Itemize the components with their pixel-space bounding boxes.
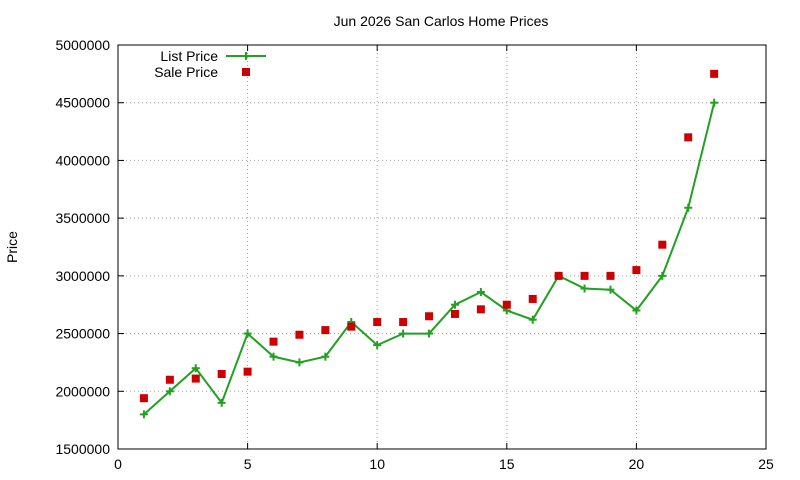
list-price-point xyxy=(217,398,226,407)
x-tick-label: 10 xyxy=(369,456,385,472)
x-tick-label: 5 xyxy=(244,456,252,472)
y-tick-label: 5000000 xyxy=(55,37,110,53)
sale-price-point xyxy=(580,271,589,280)
x-tick-label: 20 xyxy=(629,456,645,472)
y-tick-label: 4000000 xyxy=(55,152,110,168)
sale-price-point xyxy=(269,337,278,346)
sale-price-point xyxy=(554,271,563,280)
sale-price-point xyxy=(321,326,330,335)
grid xyxy=(118,45,766,449)
list-price-point xyxy=(580,284,589,293)
plot-frame xyxy=(117,44,767,450)
sale-price-point xyxy=(373,318,382,327)
x-tick-label: 25 xyxy=(758,456,774,472)
sale-price-point xyxy=(658,240,667,249)
sale-price-point xyxy=(476,305,485,314)
list-price-point xyxy=(295,358,304,367)
y-tick-label: 2000000 xyxy=(55,383,110,399)
list-price-point xyxy=(632,306,641,315)
x-tick-label: 0 xyxy=(114,456,122,472)
list-price-point xyxy=(165,387,174,396)
y-tick-label: 1500000 xyxy=(55,441,110,457)
legend-label: List Price xyxy=(160,48,218,64)
sale-price-point xyxy=(139,394,148,403)
sale-price-point xyxy=(710,69,719,78)
legend-label: Sale Price xyxy=(154,64,218,80)
list-price-point xyxy=(684,203,693,212)
list-price-point xyxy=(191,364,200,373)
list-price-point xyxy=(606,285,615,294)
list-price-point xyxy=(476,288,485,297)
sale-price-point xyxy=(528,294,537,303)
sale-price-point xyxy=(684,133,693,142)
list-price-point xyxy=(710,98,719,107)
sale-price-point xyxy=(399,318,408,327)
chart-title: Jun 2026 San Carlos Home Prices xyxy=(334,13,549,29)
list-price-point xyxy=(450,300,459,309)
y-tick-label: 3500000 xyxy=(55,210,110,226)
list-price-point xyxy=(139,410,148,419)
list-price-point xyxy=(425,329,434,338)
list-price-point xyxy=(373,341,382,350)
series-layer xyxy=(139,69,719,419)
sale-price-point xyxy=(425,312,434,321)
axis-ticks: 0 5 10 15 20 25 1500000 2000000 2500000 3000000 35… xyxy=(55,37,774,472)
legend-square-marker xyxy=(242,68,250,76)
sale-price-point xyxy=(191,374,200,383)
y-tick-label: 4500000 xyxy=(55,95,110,111)
list-price-point xyxy=(321,352,330,361)
series-0 xyxy=(139,98,719,419)
sale-price-point xyxy=(295,330,304,339)
y-tick-label: 3000000 xyxy=(55,268,110,284)
y-axis-label: Price xyxy=(4,231,20,263)
list-price-point xyxy=(399,329,408,338)
y-tick-label: 2500000 xyxy=(55,326,110,342)
list-price-line xyxy=(143,102,716,416)
sale-price-point xyxy=(217,369,226,378)
list-price-point xyxy=(658,271,667,280)
sale-price-point xyxy=(243,367,252,376)
list-price-point xyxy=(269,352,278,361)
sale-price-point xyxy=(502,300,511,309)
sale-price-point xyxy=(606,271,615,280)
legend-plus-marker xyxy=(242,52,250,60)
list-price-point xyxy=(528,315,537,324)
series-1 xyxy=(139,69,719,403)
sale-price-point xyxy=(165,375,174,384)
x-tick-label: 15 xyxy=(499,456,515,472)
sale-price-point xyxy=(632,266,641,275)
sale-price-point xyxy=(450,309,459,318)
list-price-point xyxy=(243,329,252,338)
sale-price-point xyxy=(347,322,356,331)
